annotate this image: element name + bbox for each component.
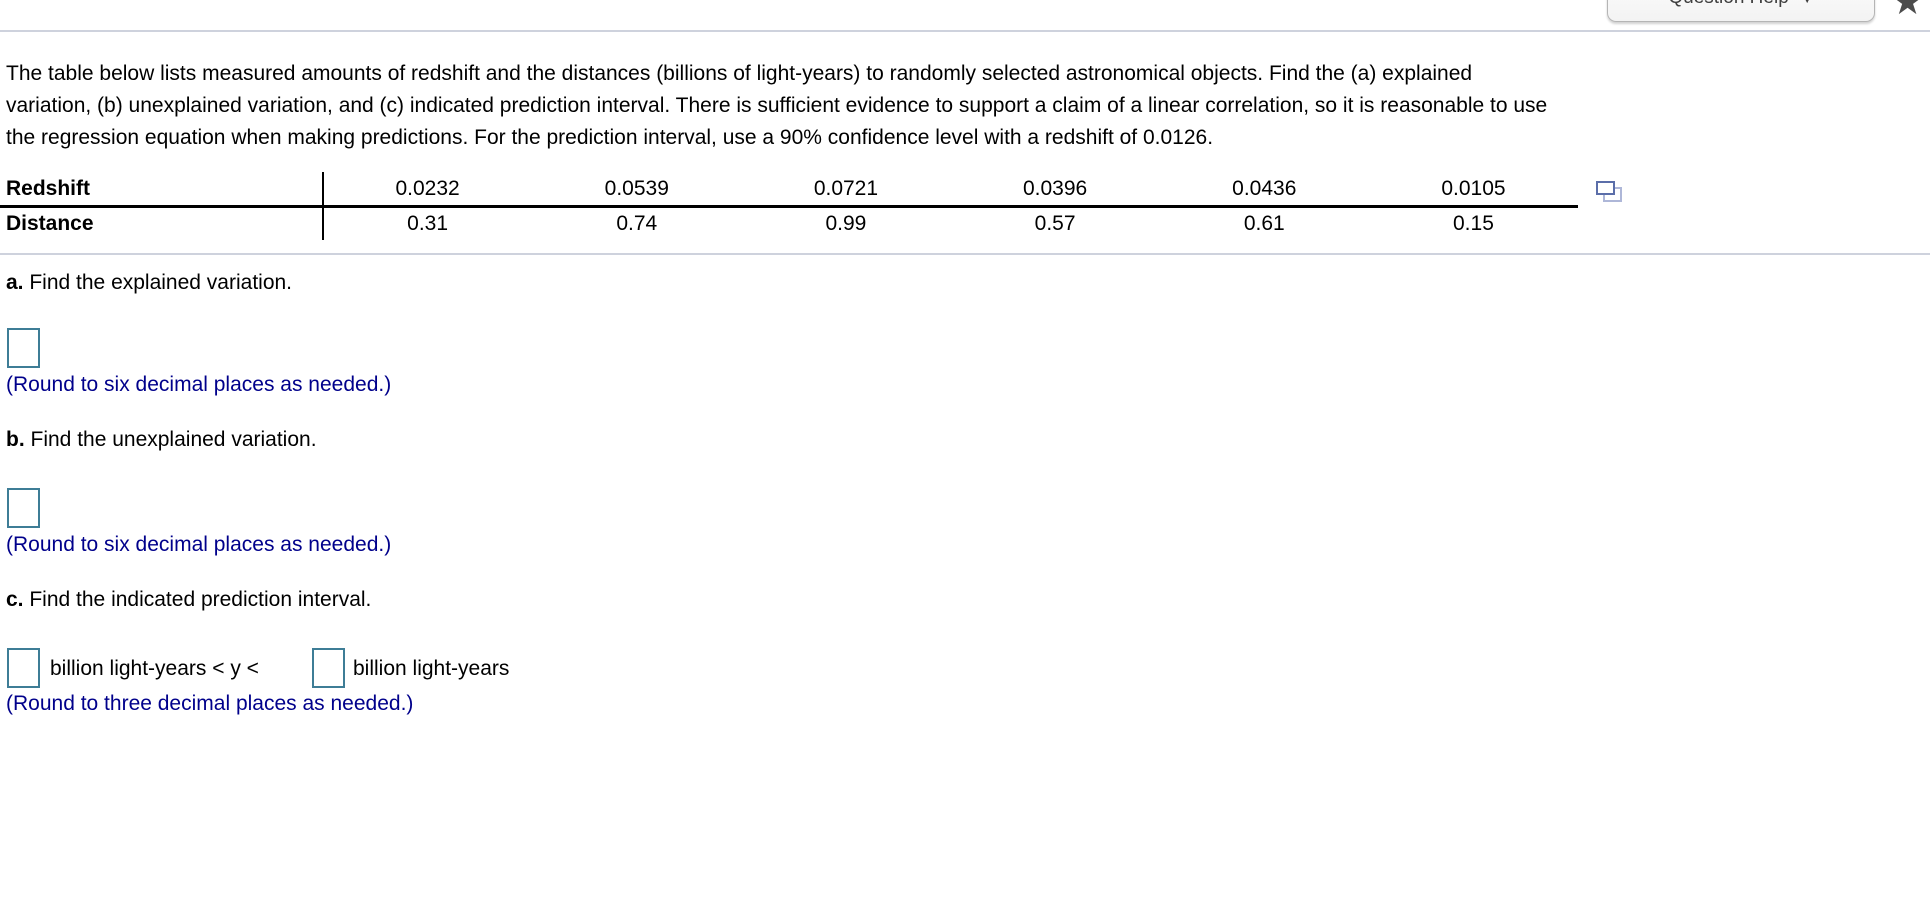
row-label-redshift: Redshift (6, 176, 90, 200)
answer-input-c-lower[interactable] (7, 648, 40, 688)
part-c-text: Find the indicated prediction interval. (23, 588, 372, 611)
chevron-down-icon: ▼ (1801, 0, 1814, 6)
copy-table-data-icon[interactable] (1596, 181, 1624, 205)
problem-statement: The table below lists measured amounts o… (6, 58, 1547, 154)
part-b-round-note: (Round to six decimal places as needed.) (6, 533, 392, 556)
row-label-distance: Distance (6, 211, 94, 235)
distance-value: 0.99 (825, 211, 867, 235)
distance-value: 0.57 (1034, 211, 1076, 235)
part-a-text: Find the explained variation. (23, 271, 293, 294)
problem-line-3: the regression equation when making pred… (6, 126, 1214, 149)
part-c-prefix: c. (6, 588, 24, 611)
table-row-divider (0, 205, 1578, 208)
star-icon[interactable]: ★ (1891, 0, 1925, 22)
distance-value: 0.15 (1453, 211, 1494, 235)
part-a-round-note: (Round to six decimal places as needed.) (6, 373, 392, 396)
part-a-prefix: a. (6, 271, 24, 294)
question-help-button[interactable]: Question Help ▼ (1607, 0, 1875, 22)
part-a-title: a. Find the explained variation. (6, 271, 292, 295)
distance-value: 0.61 (1243, 211, 1285, 235)
redshift-value: 0.0396 (1022, 176, 1088, 200)
part-c-round-note: (Round to three decimal places as needed… (6, 692, 414, 715)
part-b-title: b. Find the unexplained variation. (6, 428, 317, 452)
answer-input-a[interactable] (7, 328, 40, 368)
answer-input-b[interactable] (7, 488, 40, 528)
distance-value: 0.31 (407, 211, 449, 235)
table-row: Distance 0.31 0.74 0.99 0.57 0.61 0.15 (0, 208, 1578, 239)
table-column-divider (322, 172, 324, 240)
answer-input-c-upper[interactable] (312, 648, 345, 688)
table-row: Redshift 0.0232 0.0539 0.0721 0.0396 0.0… (0, 172, 1578, 205)
part-c-title: c. Find the indicated prediction interva… (6, 588, 371, 612)
part-b-text: Find the unexplained variation. (24, 428, 317, 451)
copy-icon-front-square (1596, 181, 1615, 195)
redshift-value: 0.0105 (1441, 176, 1506, 200)
redshift-value: 0.0539 (604, 176, 669, 200)
problem-line-1: The table below lists measured amounts o… (6, 62, 1473, 85)
part-c-between-text: billion light-years < y < (50, 657, 259, 680)
section-divider (0, 253, 1930, 255)
problem-line-2: variation, (b) unexplained variation, an… (6, 94, 1548, 117)
redshift-value: 0.0436 (1232, 176, 1297, 200)
part-c-after-text: billion light-years (353, 657, 510, 680)
distance-value: 0.74 (616, 211, 658, 235)
redshift-value: 0.0232 (395, 176, 460, 200)
top-divider (0, 30, 1930, 32)
part-b-prefix: b. (6, 428, 25, 451)
redshift-value: 0.0721 (813, 176, 879, 200)
question-help-label: Question Help (1668, 0, 1788, 9)
